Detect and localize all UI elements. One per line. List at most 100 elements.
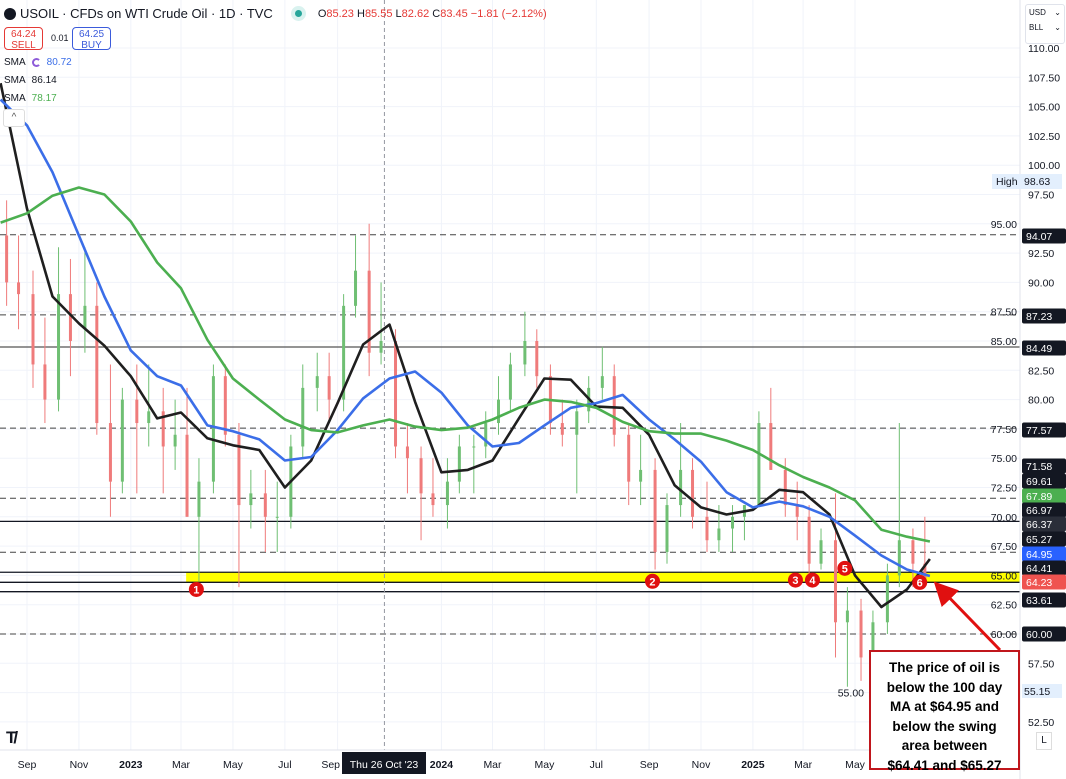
price-tag-value: 84.49	[1026, 343, 1052, 355]
candle-body	[783, 469, 787, 506]
high-label: High	[996, 176, 1018, 188]
candle-body	[147, 411, 151, 424]
candle	[575, 399, 579, 494]
price-tick-label: 97.50	[1028, 190, 1054, 202]
price-tick-label: 105.00	[1028, 102, 1060, 114]
log-scale-button[interactable]: L	[1036, 732, 1052, 750]
candles	[5, 200, 927, 687]
low-label: L	[395, 7, 402, 20]
candle-body	[237, 434, 241, 506]
price-tag: 87.23	[1022, 308, 1066, 324]
candle	[108, 364, 112, 517]
candle-body	[731, 516, 735, 529]
candle	[43, 317, 47, 424]
spread: 0.01	[51, 33, 69, 43]
candle	[327, 352, 331, 424]
time-tick-label: May	[223, 759, 244, 771]
candle-body	[405, 446, 409, 459]
candle-body	[496, 399, 500, 424]
swing-marker: 3	[787, 572, 803, 588]
candle-body	[83, 305, 87, 330]
candle-body	[859, 610, 863, 658]
candle-body	[394, 341, 398, 447]
candle	[691, 458, 695, 529]
currency-value: USD	[1029, 8, 1046, 17]
candle-body	[315, 376, 319, 388]
candle-body	[705, 516, 709, 541]
price-tick-label: 60.00	[991, 629, 1017, 641]
candle-body	[197, 481, 201, 517]
swing-marker: 5	[837, 560, 853, 576]
sell-button[interactable]: 64.24 SELL	[4, 27, 43, 51]
candle-body	[600, 376, 604, 388]
price-tag-bg	[1022, 473, 1066, 489]
legend-sma-3[interactable]: SMA 78.17	[4, 93, 57, 104]
collapse-legend-button[interactable]: ^	[3, 109, 25, 127]
annotation-line: The price of oil is	[888, 660, 1001, 675]
candle-body	[717, 528, 721, 541]
price-tag-value: 66.97	[1026, 505, 1052, 517]
price-tag-value: 71.58	[1026, 461, 1052, 473]
candle	[68, 258, 72, 377]
candle	[394, 329, 398, 459]
candle	[197, 458, 201, 582]
open-label: O	[317, 7, 327, 20]
price-tag-bg	[1022, 516, 1066, 532]
sell-label: SELL	[11, 40, 36, 51]
chevron-up-icon: ^	[11, 112, 17, 123]
high-value: 98.63	[1024, 176, 1050, 188]
time-tick-label: Sep	[18, 759, 37, 771]
price-tag-value: 63.61	[1026, 595, 1052, 607]
price-tick-label: 100.00	[1028, 160, 1060, 172]
marker-label: 1	[193, 584, 199, 596]
currency-dropdown[interactable]: USD ⌄	[1026, 5, 1064, 20]
time-axis[interactable]: Sep Nov 2023 Mar May Jul Sep 2024 Mar May Jul Sep No…	[18, 759, 866, 771]
low-value: 82.62	[401, 7, 430, 20]
candle-body	[679, 469, 683, 506]
annotation-line: $64.41 and $65.27	[887, 757, 1002, 773]
legend-sma-2[interactable]: SMA 86.14	[4, 75, 57, 86]
ohlc-readout: O85.23 H85.55 L82.62 C83.45 −1.81 (−2.12…	[318, 8, 547, 20]
currency-unit-selector[interactable]: USD ⌄ BLL ⌄	[1025, 4, 1065, 44]
candle	[161, 387, 165, 494]
price-tick-label: 75.00	[991, 453, 1017, 465]
crosshair-date-text: Thu 26 Oct '23	[350, 759, 419, 771]
close-value: 83.45	[440, 7, 468, 20]
unit-dropdown[interactable]: BLL ⌄	[1026, 20, 1064, 35]
candle	[523, 311, 527, 377]
tradingview-logo[interactable]: T/	[6, 728, 18, 747]
swing-markers: 1 2 3 4 5 6	[188, 560, 928, 597]
price-tag: 66.37	[1022, 516, 1066, 532]
candle-body	[211, 376, 215, 482]
annotation-box: The price of oil is below the 100 day MA…	[869, 650, 1020, 773]
marker-circle	[804, 572, 820, 588]
price-tag: 64.41	[1022, 560, 1066, 576]
price-tag-bg	[1022, 626, 1066, 642]
candle-body	[445, 481, 449, 506]
annotation-line: MA at $64.95 and	[889, 699, 1000, 714]
candle-body	[560, 423, 564, 435]
price-axis[interactable]: 110.00 107.50 105.00 102.50 100.00 97.50 95.00…	[838, 43, 1061, 729]
legend-sma-1[interactable]: SMA 80.72	[4, 57, 72, 68]
crosshair-date-label: Thu 26 Oct '23	[342, 752, 426, 774]
price-tag-value: 69.61	[1026, 476, 1052, 488]
candle	[275, 481, 279, 552]
time-tick-label: 2024	[430, 759, 454, 771]
marker-label: 4	[809, 575, 816, 587]
candle	[679, 423, 683, 517]
symbol-title[interactable]: USOIL · CFDs on WTI Crude Oil · 1D · TVC	[20, 6, 273, 21]
candle	[185, 387, 189, 517]
price-tick-label: 107.50	[1028, 72, 1060, 84]
candle	[57, 247, 61, 412]
candle	[263, 469, 267, 552]
price-tick-label: 72.50	[991, 483, 1017, 495]
candle	[367, 223, 371, 377]
price-tick-label: 95.00	[991, 219, 1017, 231]
price-tick-label: 110.00	[1028, 43, 1059, 55]
candle-body	[575, 411, 579, 435]
marker-circle	[644, 573, 660, 589]
candle-body	[807, 516, 811, 564]
candle-body	[472, 446, 476, 448]
buy-button[interactable]: 64.25 BUY	[72, 27, 111, 51]
